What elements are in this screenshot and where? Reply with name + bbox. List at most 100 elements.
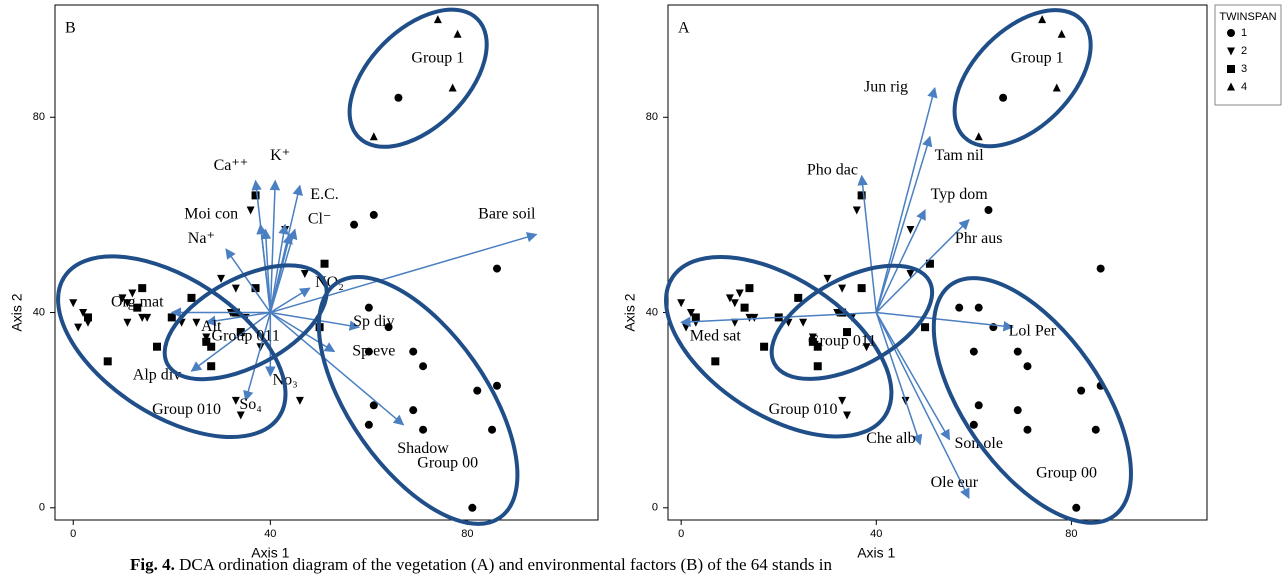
arrow (875, 209, 926, 313)
legend-label: 3 (1241, 63, 1247, 75)
point (1023, 425, 1032, 434)
point (808, 333, 817, 342)
y-tick-label: 80 (33, 111, 45, 123)
point (735, 289, 744, 298)
point (192, 318, 201, 327)
arrow-label: Ca⁺⁺ (214, 157, 249, 174)
plot: 0 40 80 0 40 80 Axis 1 Axis 2 A Jun rig Tam nil Pho… (622, 4, 1282, 561)
point (152, 342, 161, 351)
point (118, 294, 127, 303)
point (231, 396, 240, 405)
arrow (205, 311, 271, 327)
point (984, 206, 993, 215)
legend-symbol (1227, 65, 1235, 73)
point (691, 313, 700, 322)
y-tick-label: 80 (646, 111, 658, 123)
arrow-label: Sp eve (352, 342, 395, 359)
point (409, 347, 418, 356)
point (133, 303, 142, 312)
arrow (857, 174, 878, 313)
group-ellipse (931, 276, 1133, 525)
point (808, 337, 817, 346)
point (364, 347, 373, 356)
point (1023, 362, 1032, 371)
plot-frame (54, 4, 599, 521)
arrow-label: Pho dac (807, 162, 858, 179)
point (955, 303, 964, 312)
arrow-label: So₄ (239, 396, 262, 413)
point (677, 299, 686, 308)
arrow (225, 248, 271, 313)
caption: Fig. 4. DCA ordination diagram of the ve… (130, 555, 833, 574)
panel-letter: B (65, 20, 76, 37)
x-tick-label: 80 (1065, 528, 1077, 540)
point (969, 347, 978, 356)
arrow-label: K⁺ (270, 147, 290, 164)
point (143, 313, 152, 322)
group-ellipse (952, 8, 1093, 149)
panel-letter: A (678, 20, 690, 37)
legend-symbol (1227, 47, 1235, 56)
point (730, 299, 739, 308)
arrow-label: Med sat (690, 328, 742, 345)
point (364, 420, 373, 429)
y-tick-label: 40 (646, 306, 658, 318)
arrow (270, 232, 538, 314)
point (725, 294, 734, 303)
point (740, 303, 749, 312)
arrow (875, 86, 938, 313)
arrow-label: E.C. (310, 186, 338, 203)
legend-label: 2 (1241, 45, 1247, 57)
point (369, 401, 378, 410)
point (686, 309, 695, 318)
arrow-label: Ole eur (931, 474, 979, 491)
point (838, 308, 847, 317)
legend-symbol (1227, 29, 1235, 37)
arrow (875, 219, 970, 314)
point (202, 333, 211, 342)
arrow-label: Che alb (866, 430, 915, 447)
group-label: Group 011 (212, 328, 280, 345)
point (823, 274, 832, 283)
point (999, 93, 1008, 102)
arrow-label: Shadow (397, 440, 449, 457)
caption-label: Fig. 4. (130, 555, 175, 574)
group-ellipse (769, 263, 935, 381)
point (384, 323, 393, 332)
point (1077, 386, 1086, 395)
point (1057, 29, 1066, 38)
point (906, 226, 915, 235)
point (295, 396, 304, 405)
arrow (875, 312, 951, 441)
group-label: Group 010 (152, 401, 221, 418)
point (448, 83, 457, 92)
point (492, 381, 501, 390)
arrow-label: Tam nil (935, 147, 985, 164)
point (906, 269, 915, 278)
arrow (875, 135, 933, 313)
point (1096, 264, 1105, 273)
point (138, 284, 147, 293)
x-tick-label: 0 (678, 528, 684, 540)
x-axis-label: Axis 1 (857, 545, 895, 561)
point (1091, 425, 1100, 434)
y-tick-label: 0 (39, 502, 45, 514)
arrow-label: Phr aus (955, 230, 1003, 247)
point (79, 309, 88, 318)
point (838, 396, 847, 405)
point (207, 362, 216, 371)
point (711, 357, 720, 366)
point (974, 132, 983, 141)
point (369, 210, 378, 219)
point (419, 425, 428, 434)
point (187, 293, 196, 302)
group-ellipse (347, 7, 489, 149)
point (843, 411, 852, 420)
point (69, 299, 78, 308)
group-label: Group 1 (1011, 49, 1064, 66)
arrow (269, 287, 311, 314)
arrow-label: Lol Per (1009, 323, 1057, 340)
point (207, 342, 216, 351)
arrow (875, 312, 970, 499)
